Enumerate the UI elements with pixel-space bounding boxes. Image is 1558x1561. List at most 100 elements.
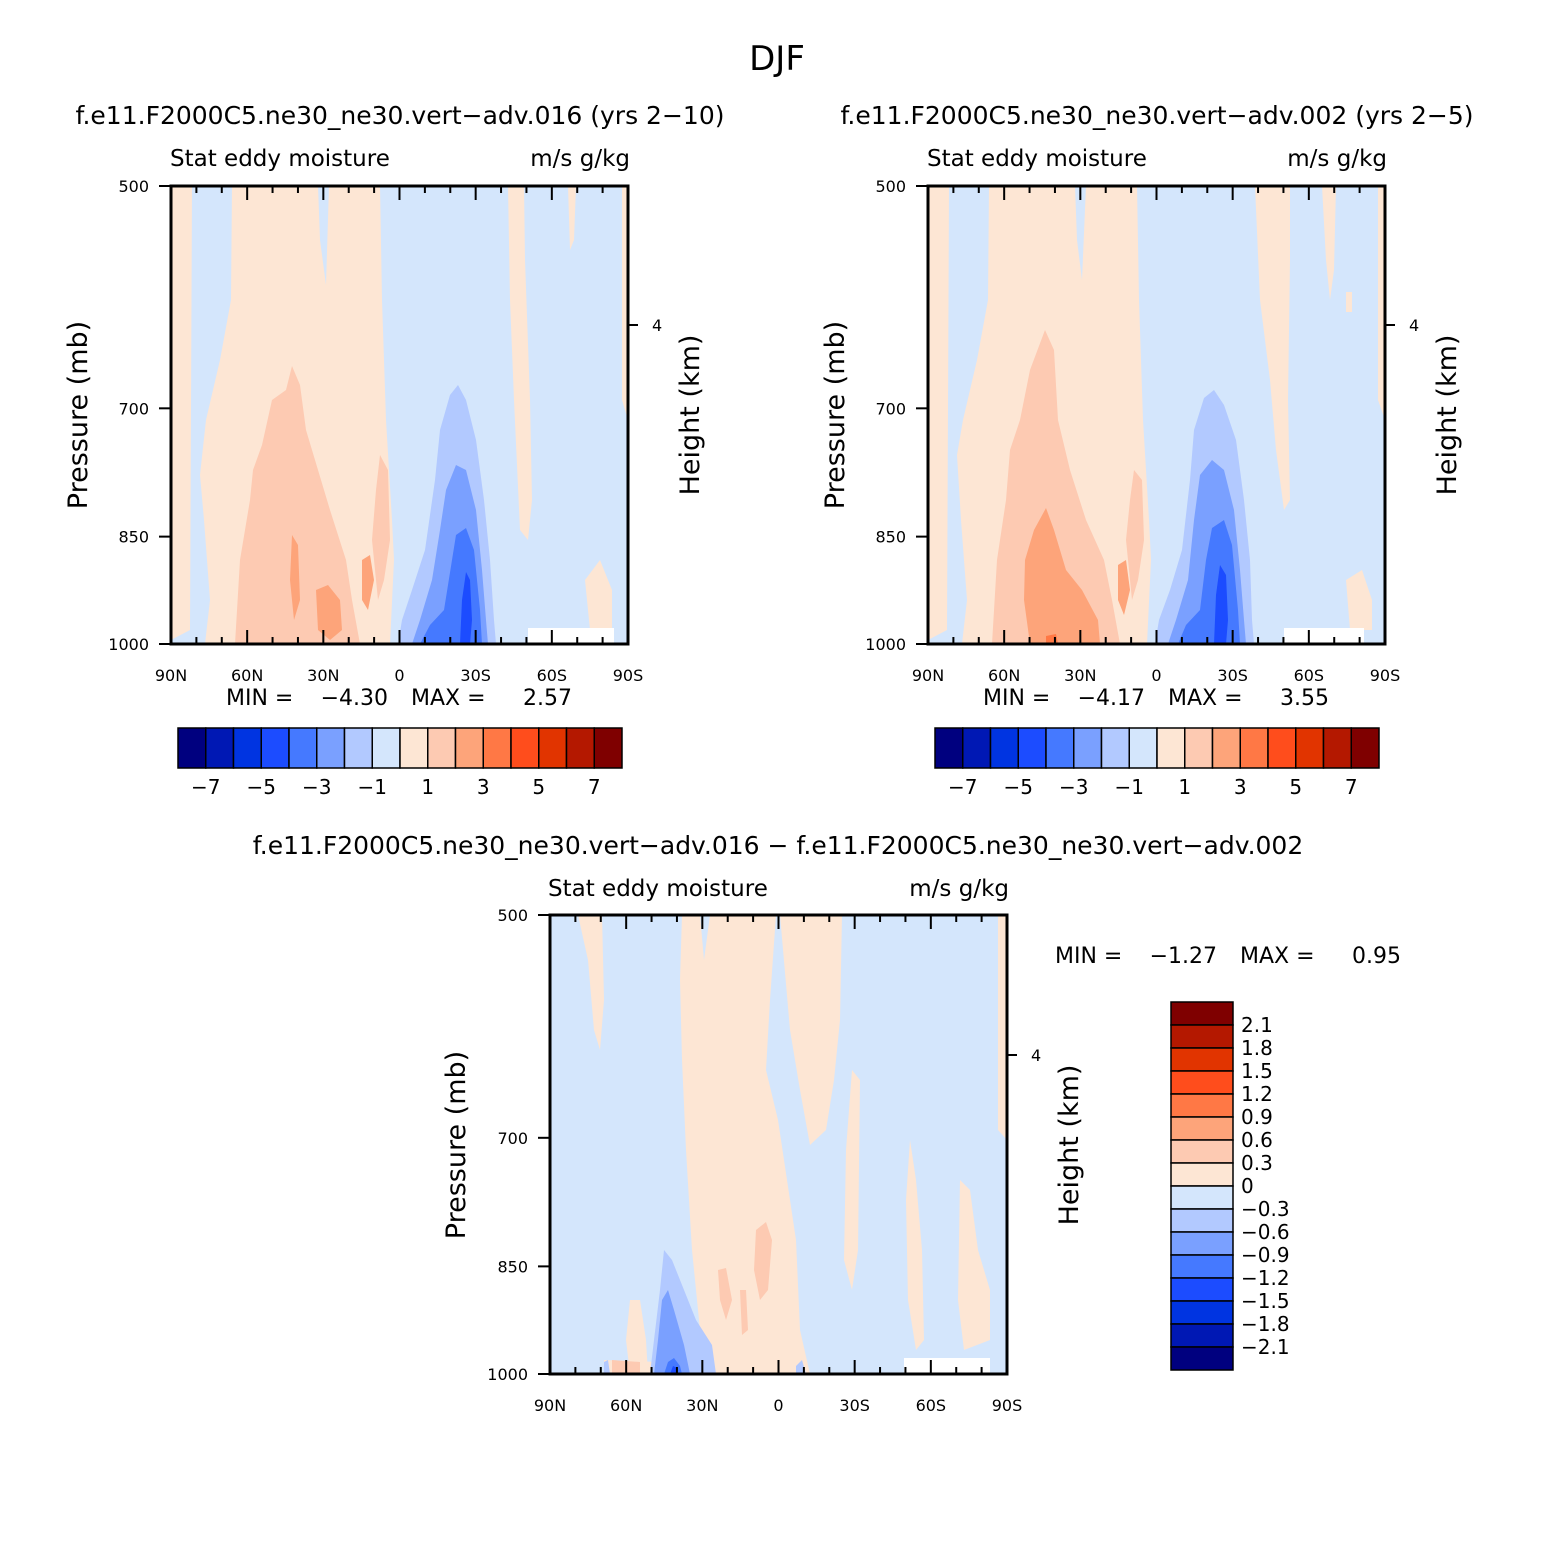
panel-1-region-pos-southern-b <box>568 186 576 250</box>
colorbar-label: 5 <box>1289 775 1302 799</box>
colorbar-box <box>1350 727 1380 769</box>
panel-2-height-axis-label: Height (km) <box>1432 335 1463 496</box>
colorbar-box <box>482 727 512 769</box>
colorbar-box <box>1184 727 1214 769</box>
panel-3-y-ticks: 500 700 850 1000 <box>487 906 550 1384</box>
x-tick-label: 0 <box>773 1396 783 1415</box>
colorbar-box <box>593 727 623 769</box>
x-tick-label: 0 <box>394 666 404 685</box>
panel-3-colorbar: 2.11.81.51.20.90.60.30−0.3−0.6−0.9−1.2−1… <box>1170 1001 1290 1371</box>
colorbar-label: −3 <box>1059 775 1088 799</box>
colorbar-label: −5 <box>247 775 276 799</box>
page-title: DJF <box>749 39 805 79</box>
panel-1-max-label: MAX = <box>411 686 486 711</box>
colorbar-box <box>962 727 992 769</box>
panel-2-region-pos-southern-b <box>1322 186 1336 300</box>
panel-1-variable-label: Stat eddy moisture <box>170 146 390 172</box>
x-tick-label: 90N <box>155 666 187 685</box>
colorbar-box <box>1170 1300 1234 1325</box>
y-tick-label: 700 <box>497 1129 528 1148</box>
panel-1-region-pos-core-a <box>290 535 300 620</box>
colorbar-label: 1.8 <box>1241 1036 1273 1060</box>
colorbar-label: 1.5 <box>1241 1059 1273 1083</box>
colorbar-label: −0.9 <box>1241 1243 1290 1267</box>
panel-1-min-value: −4.30 <box>321 686 388 711</box>
colorbar-label: −1 <box>358 775 387 799</box>
colorbar-box <box>1170 1346 1234 1371</box>
panel-2-variable-label: Stat eddy moisture <box>927 146 1147 172</box>
panel-3-variable-label: Stat eddy moisture <box>548 876 768 902</box>
colorbar-box <box>1170 1070 1234 1095</box>
colorbar-box <box>205 727 235 769</box>
panel-2-region-pos-southern-c <box>1346 292 1352 312</box>
x-tick-label: 30N <box>686 1396 718 1415</box>
colorbar-box <box>1100 727 1130 769</box>
colorbar-label: −7 <box>948 775 977 799</box>
panel-3: f.e11.F2000C5.ne30_ne30.vert−adv.016 − f… <box>253 831 1401 1415</box>
panel-2: f.e11.F2000C5.ne30_ne30.vert−adv.002 (yr… <box>820 101 1474 799</box>
colorbar-box <box>316 727 346 769</box>
colorbar-box <box>1170 1047 1234 1072</box>
panel-3-region-pos-near-pole <box>626 1300 648 1374</box>
panel-3-region-pos-polar <box>958 1180 990 1350</box>
panel-2-contour-field <box>928 186 1385 644</box>
colorbar-box <box>1017 727 1047 769</box>
colorbar-box <box>1170 1162 1234 1187</box>
panel-2-colorbar: −7 −5 −3 −1 1 3 5 7 <box>934 727 1380 799</box>
panel-1: f.e11.F2000C5.ne30_ne30.vert−adv.016 (yr… <box>63 101 724 799</box>
colorbar-label: 1.2 <box>1241 1082 1273 1106</box>
colorbar-label: −1.5 <box>1241 1289 1290 1313</box>
x-tick-label: 0 <box>1151 666 1161 685</box>
colorbar-label: −3 <box>302 775 331 799</box>
panel-1-region-neg-7 <box>460 572 472 644</box>
panel-2-height-tick-label: 4 <box>1409 316 1419 335</box>
colorbar-box <box>399 727 429 769</box>
panel-2-region-pos-edge <box>1378 186 1385 420</box>
colorbar-box <box>565 727 595 769</box>
panel-1-region-pos-midlat-strong <box>235 366 360 644</box>
panel-3-region-neg-03-b <box>604 1360 610 1374</box>
x-tick-label: 30S <box>460 666 491 685</box>
panel-2-max-label: MAX = <box>1168 686 1243 711</box>
panel-2-units-label: m/s g/kg <box>1287 146 1387 172</box>
panel-1-region-pos-subtropic <box>372 455 390 600</box>
panel-3-region-pos-arctic <box>578 915 604 1050</box>
colorbar-box <box>1170 1254 1234 1279</box>
colorbar-box <box>1295 727 1325 769</box>
colorbar-label: 3 <box>1234 775 1247 799</box>
colorbar-box <box>1170 1116 1234 1141</box>
colorbar-label: −1 <box>1115 775 1144 799</box>
panel-3-region-pos-southern-b <box>906 1140 924 1350</box>
colorbar-box <box>1045 727 1075 769</box>
panel-3-region-pos-southern <box>844 1070 860 1290</box>
panel-1-region-pos-core-b <box>316 585 342 640</box>
colorbar-label: −5 <box>1004 775 1033 799</box>
colorbar-box <box>1170 1001 1234 1026</box>
colorbar-box <box>1170 1277 1234 1302</box>
panel-3-units-label: m/s g/kg <box>909 876 1009 902</box>
panel-1-y-axis-label: Pressure (mb) <box>63 321 94 509</box>
panel-3-height-tick-label: 4 <box>1031 1046 1041 1065</box>
panel-1-missing-data <box>528 628 614 644</box>
panel-3-region-pos-03-c <box>740 1290 748 1335</box>
panel-3-height-axis-label: Height (km) <box>1054 1065 1085 1226</box>
x-tick-label: 30N <box>307 666 339 685</box>
colorbar-box <box>1128 727 1158 769</box>
x-tick-label: 60S <box>1294 666 1325 685</box>
y-tick-label: 700 <box>118 399 149 418</box>
panel-1-colorbar: −7 −5 −3 −1 1 3 5 7 <box>177 727 623 799</box>
colorbar-box <box>371 727 401 769</box>
y-tick-label: 1000 <box>487 1365 528 1384</box>
panel-2-max-value: 3.55 <box>1280 686 1329 711</box>
y-tick-label: 850 <box>497 1257 528 1276</box>
panel-2-y-ticks: 500 700 850 1000 <box>865 177 928 654</box>
panel-1-max-value: 2.57 <box>523 686 572 711</box>
panel-2-min-value: −4.17 <box>1078 686 1145 711</box>
y-tick-label: 500 <box>875 177 906 196</box>
panel-3-missing-data <box>904 1358 990 1374</box>
y-tick-label: 850 <box>118 528 149 547</box>
x-tick-label: 90S <box>1370 666 1401 685</box>
panel-3-region-pos-edge <box>998 915 1007 1140</box>
colorbar-label: 7 <box>1345 775 1358 799</box>
colorbar-box <box>1170 1323 1234 1348</box>
